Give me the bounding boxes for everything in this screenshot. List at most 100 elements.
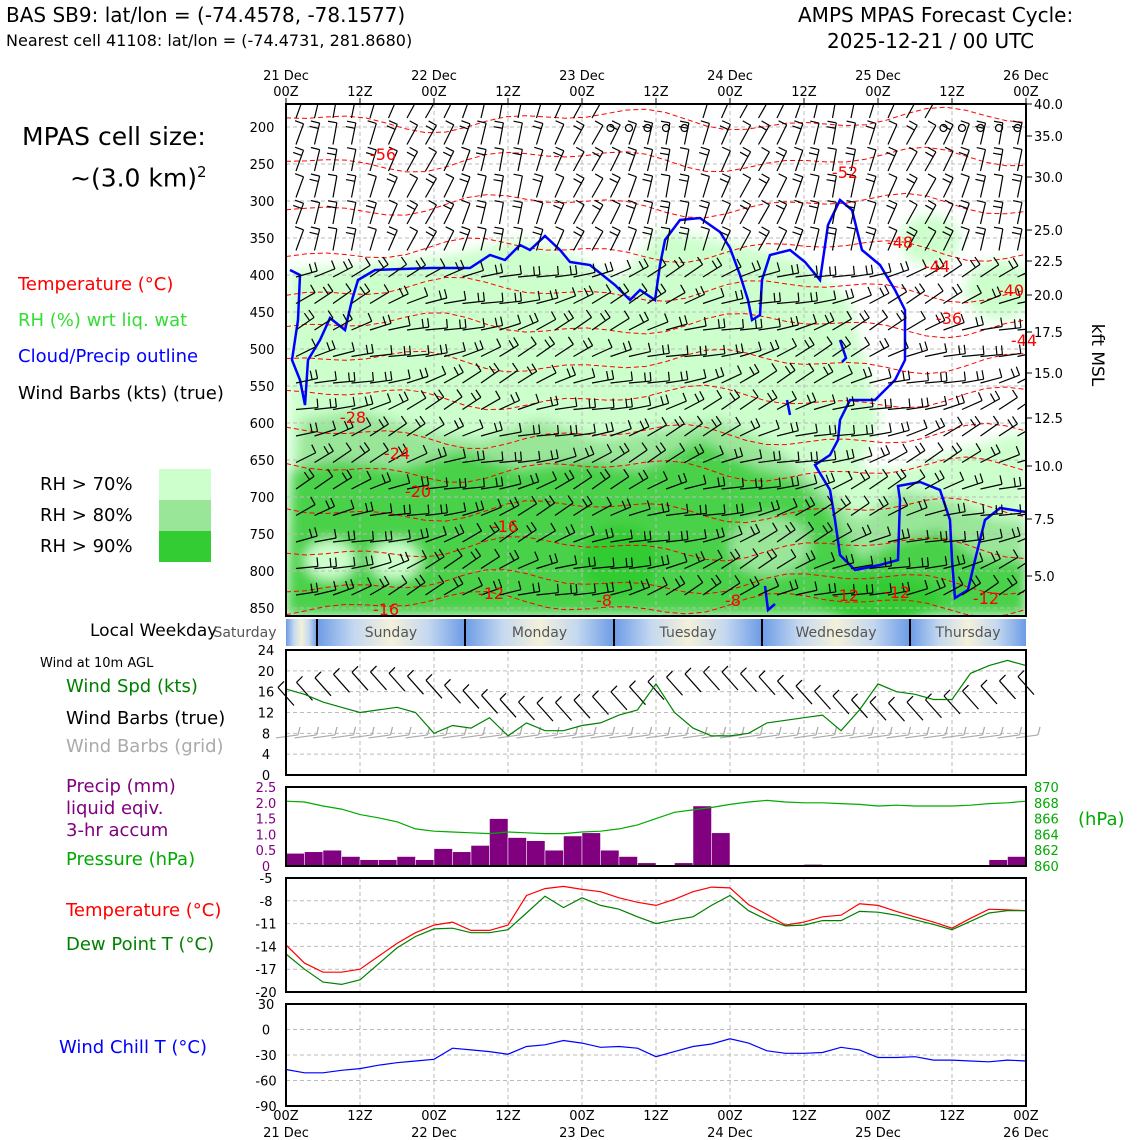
barb-flag	[758, 178, 767, 184]
upper-wind-barb	[700, 173, 710, 198]
upper-wind-barb	[665, 415, 685, 437]
barb-staff	[702, 375, 724, 384]
kft-tick-label: 12.5	[1034, 412, 1063, 427]
upper-wind-barb	[332, 342, 355, 358]
upper-wind-barb	[406, 415, 426, 437]
barb-staff	[554, 150, 565, 172]
windchill-label: Wind Chill T (°C)	[59, 1037, 207, 1058]
grid-wind-barb-flag	[722, 726, 727, 736]
upper-wind-barb	[480, 362, 500, 384]
barb-staff	[924, 425, 945, 437]
true-wind-barb	[980, 685, 998, 705]
grid-wind-barb	[941, 734, 965, 739]
upper-wind-barb	[477, 120, 487, 145]
upper-wind-barb	[665, 392, 687, 411]
barb-flag	[721, 120, 731, 125]
barb-staff	[943, 291, 963, 305]
barb-flag	[888, 226, 898, 231]
grid-wind-barb-flag	[667, 726, 671, 736]
top-hour-tick: 00Z	[1013, 85, 1039, 100]
barb-flag	[810, 292, 813, 302]
barb-flag	[846, 523, 853, 532]
barb-flag	[421, 549, 427, 559]
barb-flag	[863, 309, 870, 319]
barb-flag	[907, 370, 911, 380]
upper-wind-barb	[924, 343, 948, 358]
barb-staff	[646, 122, 654, 145]
grid-wind-barb-flag	[815, 726, 819, 736]
upper-wind-barb	[442, 199, 455, 225]
grid-wind-barb-flag	[648, 726, 653, 736]
barb-flag	[982, 504, 985, 514]
barb-staff	[776, 345, 797, 358]
precip-label-3: 3-hr accum	[66, 820, 169, 841]
upper-wind-barb	[980, 504, 1004, 517]
upper-wind-barb	[406, 574, 426, 596]
true-wind-barb	[740, 673, 757, 693]
upper-wind-barb	[443, 259, 465, 278]
barb-flag	[509, 499, 515, 509]
upper-wind-barb	[665, 575, 686, 596]
barb-flag	[494, 120, 504, 124]
temperature-contour	[286, 590, 1026, 616]
bottom-hour-tick: 00Z	[717, 1109, 743, 1124]
upper-wind-barb	[665, 552, 688, 570]
barb-flag	[327, 173, 337, 177]
barb-flag	[482, 292, 485, 302]
upper-wind-barb	[327, 120, 338, 145]
upper-wind-barb	[609, 146, 621, 172]
barb-flag	[909, 94, 917, 98]
barb-staff	[665, 423, 685, 437]
upper-wind-barb	[554, 336, 574, 358]
barb-flag	[729, 392, 736, 401]
pressure-tick-label: 870	[1034, 781, 1059, 796]
upper-wind-barb	[826, 226, 837, 251]
barb-flag	[445, 343, 448, 353]
true-wind-barb-flag	[573, 693, 581, 701]
barb-staff	[443, 396, 463, 410]
barb-staff	[832, 404, 855, 411]
upper-wind-barb	[795, 423, 818, 437]
barb-staff	[554, 104, 562, 119]
barb-flag	[593, 398, 596, 408]
barb-staff	[906, 427, 928, 437]
barb-staff	[906, 318, 926, 331]
barb-flag	[790, 549, 797, 558]
barb-flag	[554, 553, 559, 563]
upper-wind-barb	[573, 263, 596, 278]
panel-frame	[285, 877, 1027, 993]
barb-flag	[889, 583, 892, 593]
barb-staff	[591, 204, 604, 225]
barb-flag	[477, 173, 487, 177]
upper-wind-barb	[975, 226, 987, 251]
barb-staff	[536, 561, 558, 570]
upper-wind-barb	[628, 418, 650, 437]
upper-wind-barb	[462, 318, 485, 331]
upper-wind-barb	[313, 104, 319, 119]
grid-wind-barb	[534, 734, 558, 739]
upper-wind-barb	[369, 284, 390, 305]
upper-wind-barb	[1017, 588, 1026, 596]
barb-staff	[924, 380, 947, 384]
upper-wind-barb	[980, 444, 1001, 464]
barb-flag	[878, 498, 885, 508]
upper-wind-barb	[961, 415, 981, 437]
y-tick-label: -20	[255, 986, 276, 1001]
upper-wind-barb	[554, 555, 578, 570]
upper-wind-barb	[665, 370, 689, 384]
upper-wind-barb	[369, 104, 375, 119]
barb-staff	[535, 104, 542, 119]
barb-flag	[371, 371, 375, 382]
upper-wind-barb	[905, 120, 918, 145]
barb-staff	[314, 505, 335, 517]
barb-staff	[776, 506, 798, 517]
upper-wind-barb	[480, 292, 504, 305]
barb-flag	[294, 199, 304, 204]
upper-wind-barb	[980, 368, 1003, 384]
barb-flag	[409, 173, 418, 179]
grid-wind-barb	[460, 734, 484, 739]
barb-staff	[628, 380, 651, 384]
upper-wind-barb	[1017, 430, 1026, 437]
